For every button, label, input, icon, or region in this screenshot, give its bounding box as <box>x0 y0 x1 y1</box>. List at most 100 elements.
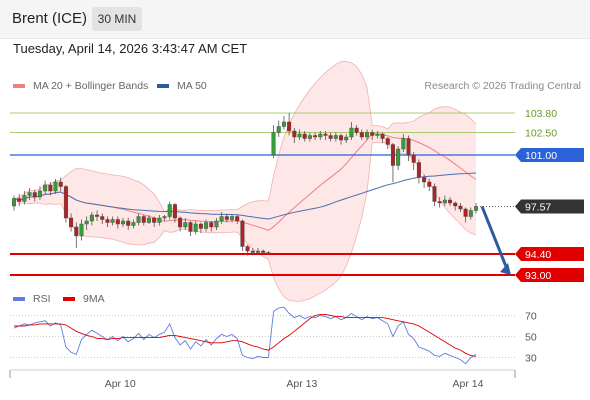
candle-body <box>209 222 214 228</box>
candle-body <box>43 184 48 192</box>
candle-body <box>146 217 151 223</box>
ma20-swatch <box>13 84 25 88</box>
candle-body <box>406 138 411 156</box>
candle-body <box>422 177 427 183</box>
level-label-103.80: 103.80 <box>525 108 557 120</box>
candle-body <box>110 219 115 223</box>
level-label-102.50: 102.50 <box>525 128 557 140</box>
x-tick-apr-10: Apr 10 <box>105 378 136 390</box>
support-label-box-4 <box>515 247 584 261</box>
datetime-label: Tuesday, April 14, 2026 3:43:47 AM CET <box>13 41 248 56</box>
rsi-tick-30: 30 <box>525 353 537 365</box>
candle-body <box>271 132 276 156</box>
candle-body <box>463 208 468 217</box>
candle-body <box>261 250 266 253</box>
candle-body <box>458 205 463 210</box>
candle-body <box>453 202 458 207</box>
candle-body <box>58 181 63 187</box>
candle-body <box>84 220 89 225</box>
candle-body <box>115 219 120 225</box>
legend-9ma-label: 9MA <box>83 293 105 305</box>
level-label-93.00: 93.00 <box>525 270 551 282</box>
candle-body <box>69 217 74 228</box>
candle-body <box>364 132 369 138</box>
candle-body <box>416 162 421 178</box>
candle-body <box>22 195 27 202</box>
rsi-swatch <box>13 297 25 301</box>
candle-body <box>121 220 126 225</box>
candle-body <box>224 216 229 220</box>
attribution: Research © 2026 Trading Central <box>424 80 581 92</box>
candle-body <box>188 222 193 232</box>
candle-body <box>328 135 333 139</box>
candle-body <box>276 126 281 133</box>
candle-body <box>126 220 131 226</box>
candle-body <box>359 132 364 138</box>
legend-rsi-label: RSI <box>33 293 51 305</box>
candle-body <box>302 133 307 139</box>
candle-body <box>157 217 162 223</box>
candle-body <box>437 201 442 204</box>
candle-body <box>375 133 380 136</box>
level-label-101.00: 101.00 <box>525 150 557 162</box>
forecast-arrow-shaft <box>480 205 509 270</box>
candle-body <box>250 250 255 253</box>
candle-body <box>27 192 32 196</box>
rsi-tick-50: 50 <box>525 332 537 344</box>
legend-ma50-label: MA 50 <box>177 80 207 92</box>
legend-ma20-label: MA 20 + Bollinger Bands <box>33 80 149 92</box>
candle-body <box>266 252 271 254</box>
rsi-tick-70: 70 <box>525 311 537 323</box>
candle-body <box>354 127 359 133</box>
candle-body <box>333 135 338 139</box>
candle-body <box>380 133 385 139</box>
candle-body <box>214 220 219 228</box>
bollinger-upper <box>13 61 477 213</box>
x-tick-apr-14: Apr 14 <box>453 378 484 390</box>
candle-body <box>401 138 406 150</box>
candle-body <box>17 198 22 202</box>
candle-body <box>172 204 177 219</box>
legend-ma20: MA 20 + Bollinger Bands <box>13 80 148 92</box>
candle-body <box>297 133 302 138</box>
candle-body <box>48 184 53 192</box>
candle-body <box>448 199 453 204</box>
candle-body <box>318 133 323 138</box>
candle-body <box>292 130 297 138</box>
candle-body <box>255 250 260 253</box>
candle-body <box>240 220 245 247</box>
candle-body <box>11 198 16 207</box>
candle-body <box>141 216 146 223</box>
candle-body <box>281 121 286 127</box>
x-tick-apr-13: Apr 13 <box>286 378 317 390</box>
candle-body <box>105 219 110 223</box>
support-label-box-5 <box>515 268 584 282</box>
candle-body <box>74 226 79 237</box>
candle-body <box>32 192 37 198</box>
forecast-arrow-head <box>500 263 511 275</box>
header-bar: Brent (ICE) 30 MIN <box>0 0 590 39</box>
candle-body <box>468 210 473 217</box>
candle-body <box>219 216 224 222</box>
candle-body <box>167 204 172 217</box>
timeframe-button[interactable]: 30 MIN <box>92 7 142 31</box>
candle-body <box>235 216 240 222</box>
candle-body <box>100 216 105 220</box>
legend-9ma: 9MA <box>63 293 105 305</box>
level-label-94.40: 94.40 <box>525 249 551 261</box>
candle-body <box>245 246 250 252</box>
candle-body <box>287 121 292 132</box>
candle-body <box>323 133 328 136</box>
candle-body <box>385 138 390 145</box>
legend-rsi: RSI <box>13 293 51 305</box>
rsi-9ma-line <box>14 313 477 357</box>
candle-body <box>313 135 318 138</box>
candle-body <box>396 148 401 166</box>
candle-body <box>339 135 344 141</box>
candle-body <box>178 217 183 228</box>
candle-body <box>427 181 432 187</box>
candle-body <box>95 214 100 217</box>
ma50-swatch <box>157 84 169 88</box>
candle-body <box>63 186 68 219</box>
